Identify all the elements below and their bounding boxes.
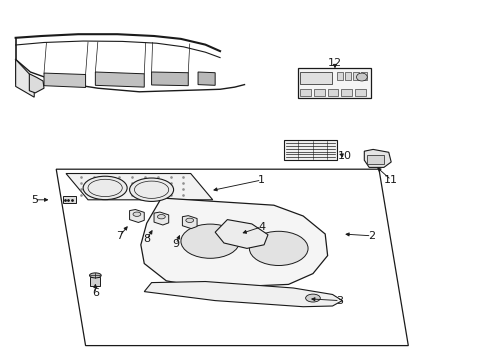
Bar bbox=[354, 89, 365, 96]
Text: 5: 5 bbox=[31, 195, 38, 205]
Ellipse shape bbox=[185, 218, 193, 222]
Text: 6: 6 bbox=[92, 288, 99, 298]
Ellipse shape bbox=[305, 294, 320, 302]
Bar bbox=[313, 89, 324, 96]
Polygon shape bbox=[198, 72, 215, 85]
Bar bbox=[62, 196, 76, 203]
Bar bbox=[341, 89, 351, 96]
Polygon shape bbox=[154, 212, 168, 225]
Bar bbox=[90, 277, 100, 286]
Polygon shape bbox=[16, 59, 34, 97]
Ellipse shape bbox=[129, 178, 173, 201]
Polygon shape bbox=[129, 210, 144, 222]
Bar bbox=[154, 181, 160, 189]
Text: 2: 2 bbox=[367, 231, 374, 241]
Text: 8: 8 bbox=[143, 234, 150, 244]
Bar bbox=[163, 183, 169, 191]
Text: 1: 1 bbox=[258, 175, 264, 185]
Bar bbox=[298, 68, 370, 98]
Bar bbox=[345, 72, 350, 80]
Text: 11: 11 bbox=[384, 175, 397, 185]
Bar bbox=[144, 179, 150, 187]
Text: 3: 3 bbox=[336, 296, 343, 306]
Ellipse shape bbox=[249, 231, 307, 266]
Ellipse shape bbox=[157, 215, 165, 219]
Bar bbox=[300, 72, 331, 84]
Ellipse shape bbox=[356, 73, 366, 81]
Polygon shape bbox=[215, 220, 267, 248]
Ellipse shape bbox=[133, 212, 141, 216]
Polygon shape bbox=[364, 149, 390, 167]
Polygon shape bbox=[66, 174, 212, 200]
Polygon shape bbox=[144, 282, 342, 307]
Text: 4: 4 bbox=[258, 222, 264, 232]
Bar bbox=[366, 155, 383, 164]
Text: 10: 10 bbox=[337, 151, 351, 161]
Bar bbox=[300, 89, 310, 96]
Bar bbox=[352, 72, 358, 80]
Ellipse shape bbox=[89, 273, 101, 278]
Polygon shape bbox=[95, 72, 144, 87]
Bar bbox=[337, 72, 343, 80]
Polygon shape bbox=[44, 73, 85, 87]
Bar bbox=[283, 140, 337, 160]
Ellipse shape bbox=[181, 224, 239, 258]
Polygon shape bbox=[151, 72, 188, 86]
Text: 9: 9 bbox=[172, 239, 179, 249]
Text: 7: 7 bbox=[116, 231, 123, 241]
Ellipse shape bbox=[83, 176, 127, 199]
Polygon shape bbox=[182, 216, 197, 229]
Bar bbox=[360, 72, 366, 80]
Polygon shape bbox=[29, 74, 44, 93]
Bar bbox=[327, 89, 338, 96]
Text: 12: 12 bbox=[327, 58, 341, 68]
Polygon shape bbox=[141, 198, 327, 288]
